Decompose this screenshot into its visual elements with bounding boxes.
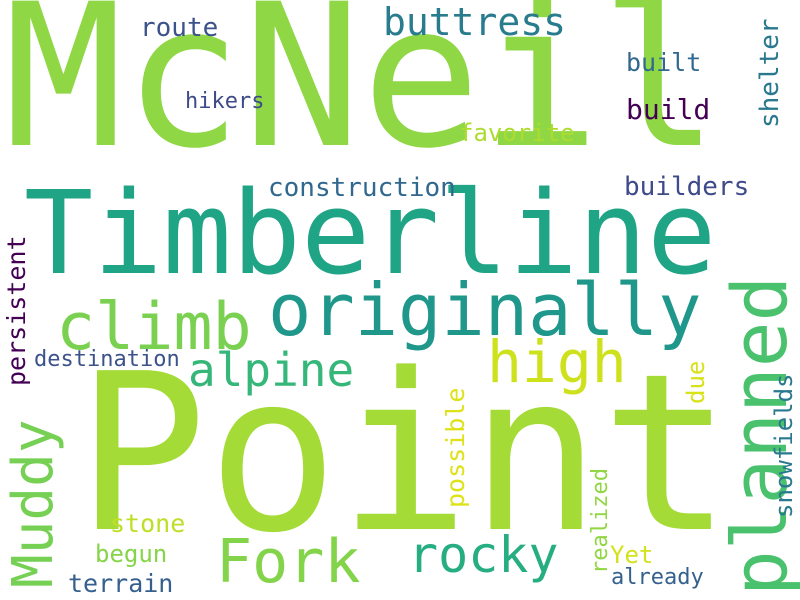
- word-point: Point: [76, 328, 733, 581]
- word-fork: Fork: [216, 527, 361, 597]
- word-climb: climb: [56, 290, 252, 365]
- word-yet: Yet: [610, 541, 654, 569]
- word-high: high: [487, 328, 627, 396]
- word-alpine: alpine: [188, 343, 355, 397]
- word-buttress: buttress: [383, 0, 567, 44]
- word-builders: builders: [624, 172, 750, 202]
- word-stone: stone: [110, 509, 186, 538]
- word-build: build: [626, 93, 711, 126]
- word-mcneil: McNeil: [4, 0, 720, 192]
- word-due: due: [682, 360, 710, 404]
- word-begun: begun: [95, 540, 168, 568]
- word-snowfields: snowfields: [770, 373, 798, 519]
- word-destination: destination: [34, 347, 180, 372]
- word-route: route: [140, 13, 219, 43]
- word-favorite: favorite: [459, 119, 575, 147]
- word-realized: realized: [588, 468, 613, 574]
- word-originally: originally: [268, 268, 702, 352]
- word-persistent: persistent: [2, 235, 31, 386]
- word-terrain: terrain: [68, 569, 174, 598]
- word-shelter: shelter: [755, 18, 785, 128]
- word-construction: construction: [268, 173, 456, 203]
- word-muddy: Muddy: [1, 419, 66, 588]
- word-rocky: rocky: [408, 526, 559, 584]
- word-built: built: [626, 48, 702, 77]
- word-hikers: hikers: [185, 89, 265, 114]
- word-possible: possible: [441, 387, 470, 508]
- word-timberline: Timberline: [24, 167, 717, 301]
- word-already: already: [611, 565, 704, 590]
